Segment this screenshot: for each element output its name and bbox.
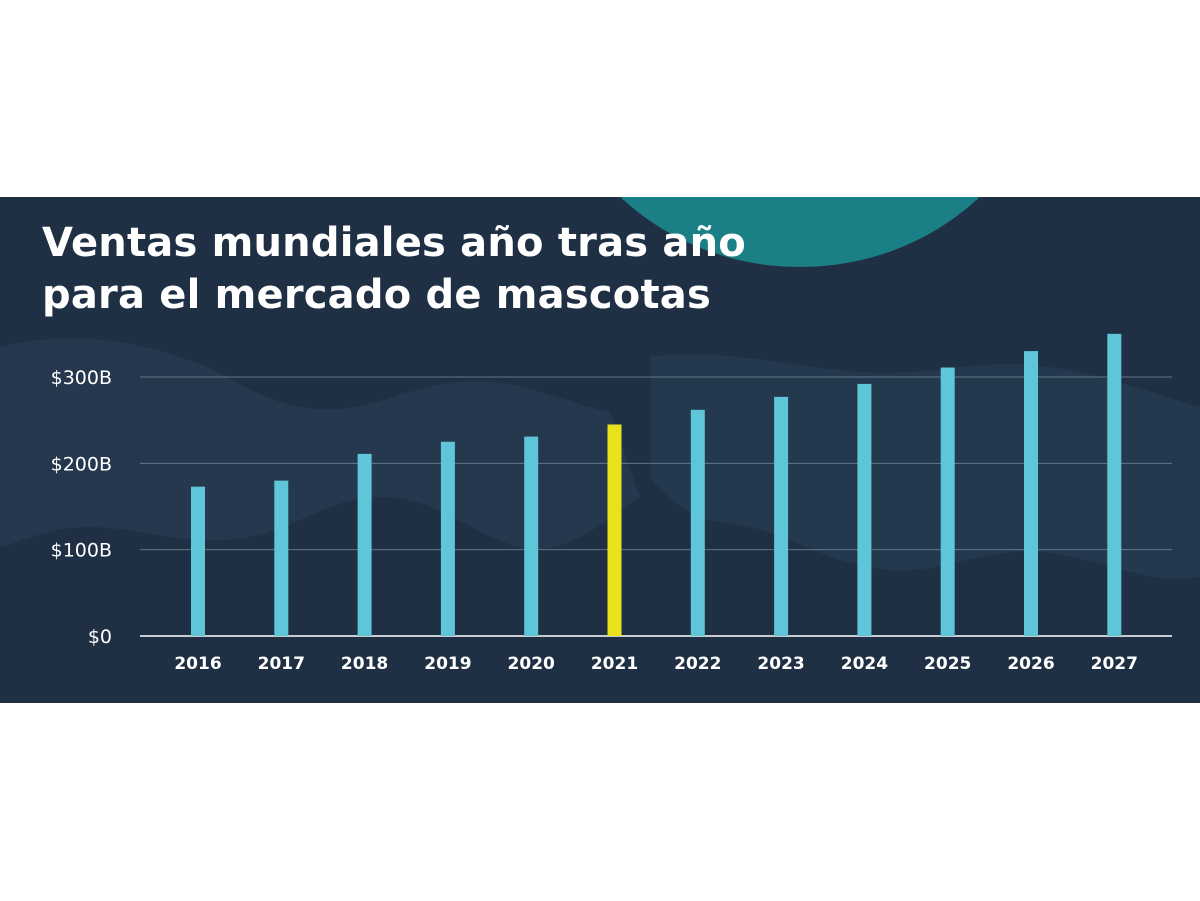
y-axis-labels: $0 $100B $200B $300B (51, 367, 112, 648)
y-tick-label: $300B (51, 367, 112, 389)
chart-title: Ventas mundiales año tras año para el me… (42, 217, 746, 321)
bar-2026 (1024, 351, 1038, 636)
x-tick-label-2018: 2018 (341, 654, 388, 674)
bar-2016 (191, 486, 205, 636)
x-tick-label-2024: 2024 (841, 654, 888, 674)
bar-2017 (274, 480, 289, 636)
bar-2022 (690, 409, 705, 636)
chart-panel: Ventas mundiales año tras año para el me… (0, 197, 1200, 703)
chart-title-line-1: Ventas mundiales año tras año (42, 220, 746, 266)
y-tick-label: $0 (88, 626, 112, 648)
x-tick-label-2017: 2017 (258, 654, 305, 674)
x-tick-label-2016: 2016 (174, 654, 221, 674)
x-tick-label-2026: 2026 (1007, 654, 1054, 674)
bar-chart: $0$100B$200B$300B 2016 2017 2018 2019 2020 20… (51, 333, 1172, 674)
bar-2021 (607, 424, 622, 636)
y-tick-label: $100B (51, 540, 112, 562)
x-tick-label-2021: 2021 (591, 654, 638, 674)
bars (191, 333, 1122, 636)
x-tick-label-2027: 2027 (1091, 654, 1138, 674)
bar-2024 (857, 383, 872, 636)
x-tick-label-2023: 2023 (757, 654, 804, 674)
bar-2023 (774, 396, 789, 636)
teal-circle-decoration (620, 197, 980, 267)
world-map-decoration (0, 338, 640, 549)
x-axis-labels: 2016 2017 2018 2019 2020 2021 2022 2023 2024 2025… (174, 654, 1138, 674)
chart-title-line-2: para el mercado de mascotas (42, 272, 711, 318)
bar-2019 (440, 441, 455, 636)
bar-2027 (1107, 333, 1122, 636)
grid-lines (140, 376, 1172, 637)
x-tick-label-2022: 2022 (674, 654, 721, 674)
bar-2020 (524, 436, 539, 636)
y-tick-label: $200B (51, 453, 112, 475)
x-tick-label-2020: 2020 (508, 654, 555, 674)
x-tick-label-2019: 2019 (424, 654, 471, 674)
bar-2018 (357, 453, 372, 636)
x-tick-label-2025: 2025 (924, 654, 971, 674)
bar-2025 (940, 367, 955, 636)
